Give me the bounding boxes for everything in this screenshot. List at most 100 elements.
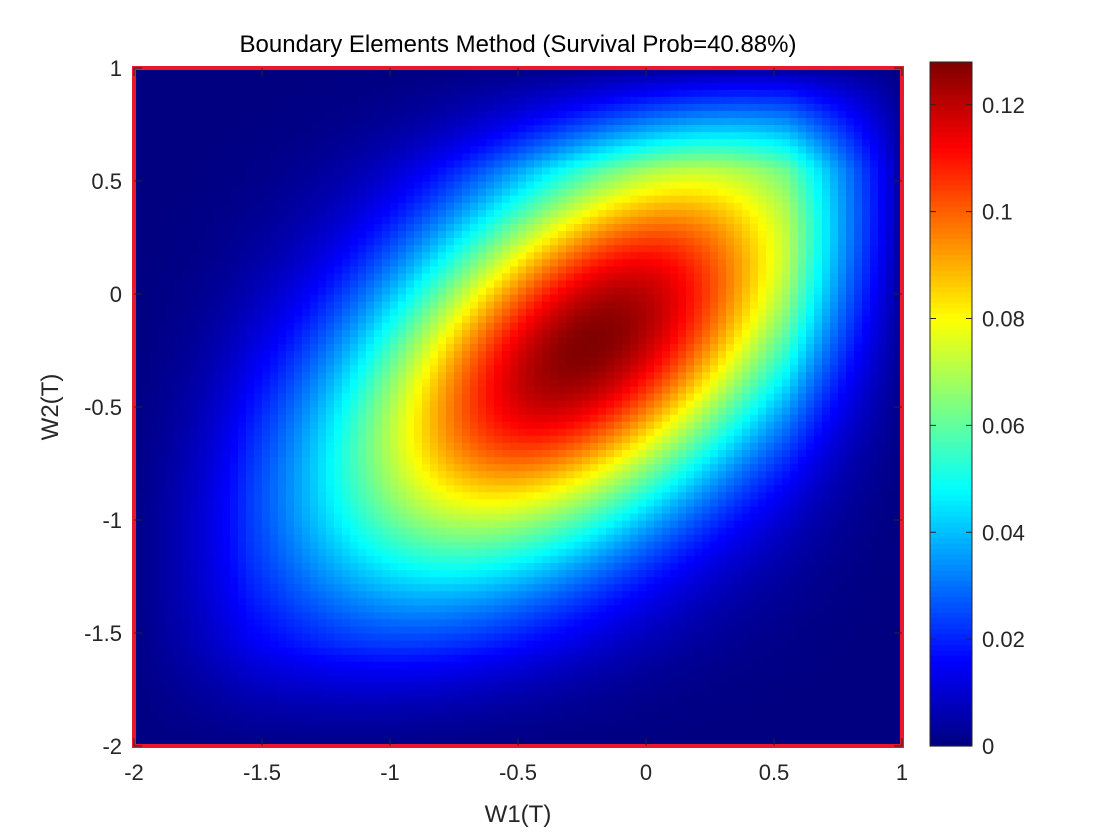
heatmap-cell bbox=[190, 350, 199, 359]
heatmap-cell bbox=[310, 654, 319, 662]
heatmap-cell bbox=[318, 173, 327, 182]
heatmap-cell bbox=[438, 569, 447, 578]
heatmap-cell bbox=[134, 414, 143, 422]
heatmap-cell bbox=[382, 75, 391, 83]
heatmap-cell bbox=[166, 668, 175, 676]
heatmap-cell bbox=[358, 286, 367, 295]
heatmap-cell bbox=[446, 498, 455, 507]
heatmap-cell bbox=[302, 597, 311, 606]
heatmap-cell bbox=[422, 152, 431, 161]
heatmap-cell bbox=[158, 505, 167, 514]
heatmap-cell bbox=[526, 611, 535, 620]
heatmap-cell bbox=[542, 301, 551, 309]
heatmap-cell bbox=[406, 703, 415, 712]
heatmap-cell bbox=[206, 68, 215, 76]
heatmap-cell bbox=[190, 477, 199, 486]
heatmap-cell bbox=[382, 385, 391, 394]
heatmap-cell bbox=[462, 484, 471, 493]
heatmap-cell bbox=[142, 548, 151, 556]
heatmap-cell bbox=[446, 216, 455, 224]
heatmap-cell bbox=[262, 414, 271, 422]
heatmap-cell bbox=[430, 618, 439, 627]
heatmap-cell bbox=[470, 82, 479, 90]
heatmap-cell bbox=[174, 590, 183, 599]
heatmap-cell bbox=[358, 392, 367, 401]
heatmap-cell bbox=[318, 166, 327, 175]
heatmap-cell bbox=[470, 512, 479, 521]
heatmap-cell bbox=[478, 661, 487, 669]
heatmap-cell bbox=[526, 583, 535, 592]
heatmap-cell bbox=[302, 435, 311, 443]
heatmap-cell bbox=[462, 541, 471, 549]
heatmap-cell bbox=[310, 188, 319, 196]
heatmap-cell bbox=[310, 244, 319, 253]
heatmap-cell bbox=[294, 435, 303, 443]
heatmap-cell bbox=[334, 89, 343, 97]
heatmap-cell bbox=[302, 301, 311, 309]
heatmap-cell bbox=[422, 477, 431, 486]
heatmap-cell bbox=[318, 618, 327, 627]
heatmap-cell bbox=[342, 336, 351, 345]
heatmap-cell bbox=[526, 385, 535, 394]
heatmap-cell bbox=[454, 110, 463, 119]
heatmap-cell bbox=[206, 286, 215, 295]
heatmap-cell bbox=[166, 223, 175, 232]
heatmap-cell bbox=[174, 124, 183, 133]
heatmap-cell bbox=[526, 181, 535, 189]
heatmap-cell bbox=[238, 696, 247, 705]
heatmap-cell bbox=[310, 343, 319, 352]
heatmap-cell bbox=[374, 188, 383, 196]
heatmap-cell bbox=[238, 710, 247, 719]
heatmap-cell bbox=[278, 541, 287, 549]
heatmap-cell bbox=[238, 576, 247, 585]
heatmap-cell bbox=[390, 548, 399, 556]
heatmap-cell bbox=[134, 505, 143, 514]
heatmap-cell bbox=[502, 343, 511, 352]
heatmap-cell bbox=[454, 435, 463, 443]
heatmap-cell bbox=[134, 329, 143, 337]
heatmap-cell bbox=[142, 166, 151, 175]
heatmap-cell bbox=[406, 428, 415, 436]
heatmap-cell bbox=[350, 159, 359, 168]
heatmap-cell bbox=[382, 661, 391, 669]
heatmap-cell bbox=[486, 618, 495, 627]
heatmap-cell bbox=[350, 230, 359, 239]
heatmap-cell bbox=[518, 82, 527, 90]
heatmap-cell bbox=[318, 710, 327, 719]
heatmap-cell bbox=[358, 294, 367, 302]
heatmap-cell bbox=[262, 244, 271, 253]
heatmap-cell bbox=[438, 329, 447, 337]
heatmap-cell bbox=[182, 117, 191, 126]
heatmap-cell bbox=[510, 470, 519, 479]
heatmap-cell bbox=[406, 166, 415, 175]
heatmap-cell bbox=[374, 491, 383, 500]
heatmap-cell bbox=[206, 145, 215, 154]
heatmap-cell bbox=[526, 343, 535, 352]
heatmap-cell bbox=[390, 689, 399, 698]
heatmap-cell bbox=[166, 173, 175, 182]
heatmap-cell bbox=[470, 357, 479, 366]
heatmap-cell bbox=[438, 279, 447, 288]
heatmap-cell bbox=[206, 371, 215, 380]
heatmap-cell bbox=[334, 124, 343, 133]
heatmap-cell bbox=[414, 548, 423, 556]
heatmap-cell bbox=[518, 75, 527, 83]
heatmap-cell bbox=[166, 689, 175, 698]
heatmap-cell bbox=[326, 124, 335, 133]
heatmap-cell bbox=[286, 633, 295, 641]
heatmap-cell bbox=[534, 209, 543, 217]
heatmap-cell bbox=[142, 173, 151, 182]
heatmap-cell bbox=[502, 145, 511, 154]
heatmap-cell bbox=[486, 640, 495, 648]
heatmap-cell bbox=[182, 470, 191, 479]
heatmap-cell bbox=[446, 294, 455, 302]
heatmap-cell bbox=[406, 421, 415, 429]
heatmap-cell bbox=[262, 675, 271, 684]
heatmap-cell bbox=[534, 491, 543, 500]
heatmap-cell bbox=[510, 258, 519, 267]
heatmap-cell bbox=[374, 166, 383, 175]
heatmap-cell bbox=[294, 633, 303, 641]
heatmap-cell bbox=[206, 82, 215, 90]
heatmap-cell bbox=[294, 378, 303, 387]
heatmap-cell bbox=[446, 534, 455, 542]
